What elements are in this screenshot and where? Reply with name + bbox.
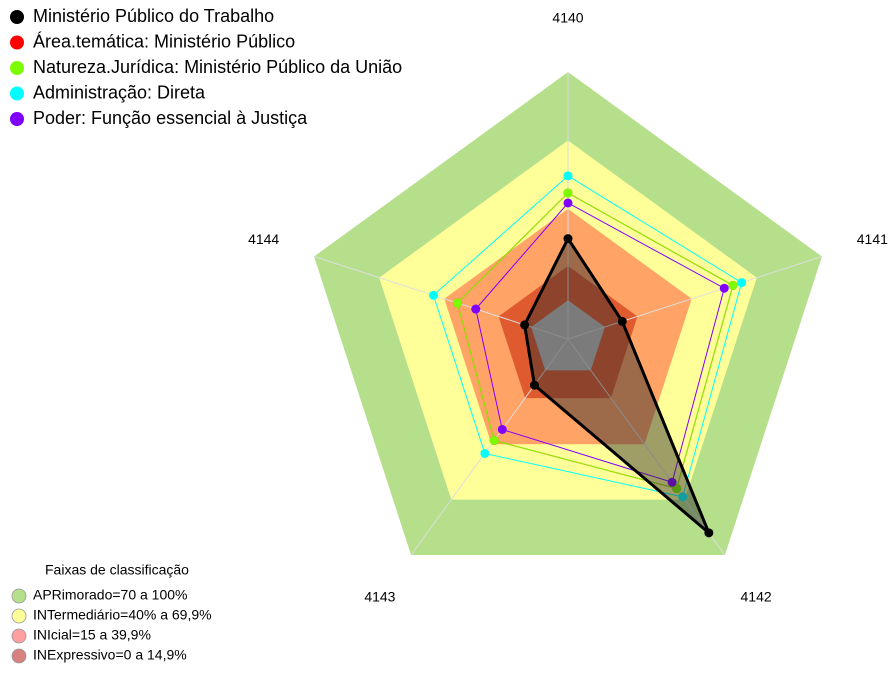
data-point: [737, 278, 747, 288]
axis-line: [410, 338, 569, 556]
band-legend-marker: [11, 628, 27, 644]
axis-label: 4140: [552, 10, 583, 26]
band-legend-label: INExpressivo=0 a 14,9%: [33, 647, 187, 663]
data-point: [471, 304, 481, 314]
legend-label: Ministério Público do Trabalho: [33, 6, 274, 26]
legend-marker: [10, 10, 24, 24]
data-point: [672, 484, 682, 494]
axis-label: 4142: [741, 589, 772, 605]
axis-label: 4144: [248, 231, 279, 247]
data-point: [719, 283, 729, 293]
legend-label: Natureza.Jurídica: Ministério Público da…: [33, 57, 402, 77]
legend-label: Poder: Função essencial à Justiça: [33, 108, 308, 128]
axis-label: 4141: [857, 231, 888, 247]
series-line: [475, 202, 725, 483]
bands-legend-title: Faixas de classificação: [45, 562, 189, 578]
band-legend-label: APRimorado=70 a 100%: [33, 587, 188, 603]
data-point: [497, 424, 507, 434]
data-point: [667, 477, 677, 487]
data-point: [563, 198, 573, 208]
legend-marker: [10, 35, 24, 50]
series-line: [432, 175, 743, 498]
data-point: [563, 188, 573, 198]
series-line: [456, 192, 734, 490]
legend-marker: [10, 61, 24, 75]
band-legend-marker: [11, 588, 27, 604]
band-legend-marker: [11, 608, 27, 624]
axis-line: [567, 338, 726, 556]
band-legend-label: INTermediário=40% a 69,9%: [33, 607, 212, 623]
band-legend-label: INIcial=15 a 39,9%: [33, 627, 151, 643]
data-point: [428, 290, 438, 300]
series-line: [523, 235, 711, 534]
data-point: [529, 380, 539, 390]
data-point: [704, 528, 714, 538]
axis-line: [567, 256, 823, 340]
data-point: [563, 171, 573, 181]
legend-label: Administração: Direta: [33, 82, 206, 102]
legend-marker: [10, 112, 24, 126]
data-point: [520, 320, 530, 330]
data-point: [617, 316, 627, 326]
axis-label: 4143: [364, 589, 395, 605]
data-point: [678, 492, 688, 502]
data-point: [489, 436, 499, 446]
data-point: [728, 280, 738, 290]
data-point: [563, 234, 573, 244]
band-legend-marker: [11, 648, 27, 664]
legend-label: Área.temática: Ministério Público: [33, 31, 295, 51]
data-point: [452, 298, 462, 308]
legend-marker: [10, 86, 24, 101]
data-point: [480, 448, 490, 458]
